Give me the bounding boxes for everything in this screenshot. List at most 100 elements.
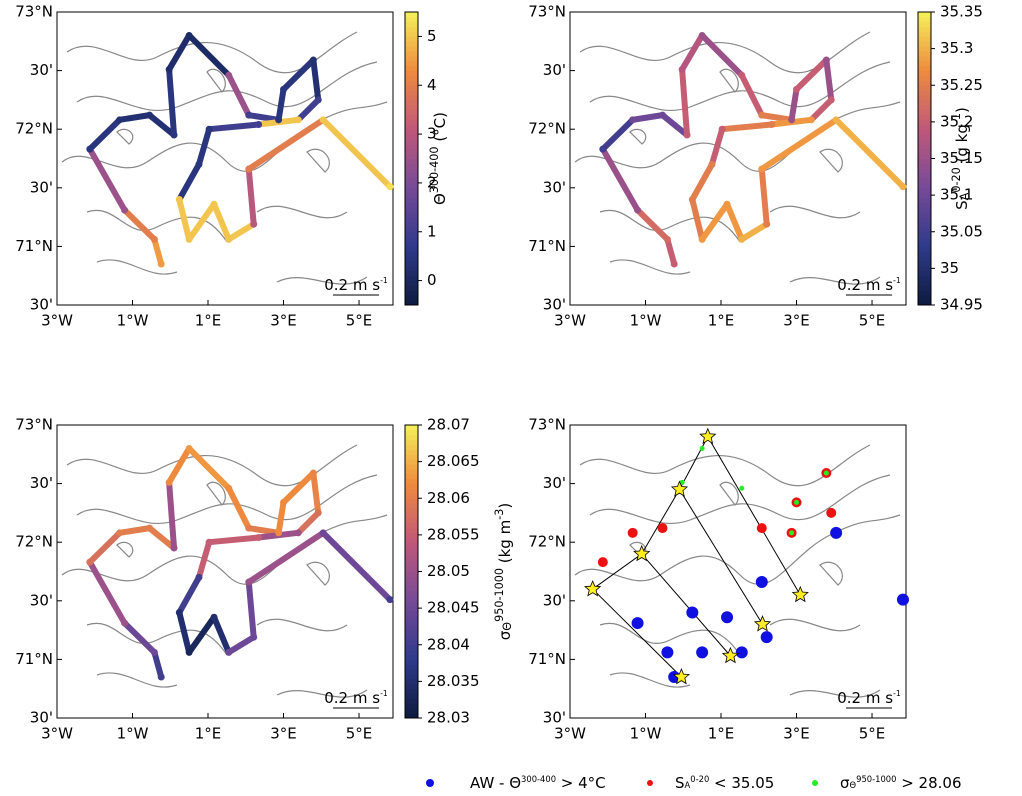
track-point <box>319 116 327 124</box>
colorbar-tick-label: 28.03 <box>427 709 470 727</box>
x-tick-label: 1°W <box>117 312 149 330</box>
class-point <box>657 523 668 534</box>
colorbar-step <box>405 576 418 582</box>
text-part: -1 <box>893 276 901 285</box>
colorbar-step <box>405 109 418 116</box>
colorbar-step <box>405 226 418 233</box>
track-segment <box>225 634 257 656</box>
text-part: < 35.05 <box>709 774 774 792</box>
class-point <box>789 530 795 536</box>
colorbar-step <box>918 119 931 125</box>
text-part: S <box>953 200 971 210</box>
section-line <box>707 436 801 596</box>
x-tick-label: 3°W <box>41 312 73 330</box>
colorbar-step <box>405 51 418 57</box>
x-tick-label: 3°E <box>270 725 297 743</box>
track-point <box>663 235 671 243</box>
colorbar-step <box>405 16 418 23</box>
track-segment <box>245 166 257 228</box>
track-point <box>175 609 183 617</box>
track-point <box>157 673 165 681</box>
track-point <box>280 85 288 93</box>
track-point <box>634 206 642 214</box>
class-point <box>794 499 800 505</box>
colorbar-step <box>918 31 931 37</box>
colorbar-step <box>405 547 418 553</box>
track-point <box>294 529 302 537</box>
y-tick-label: 30' <box>30 61 53 79</box>
colorbar-tick-label: 4 <box>427 76 437 94</box>
y-tick-label: 30' <box>30 474 53 492</box>
colorbar-step <box>405 683 418 690</box>
colorbar-step <box>405 212 418 218</box>
station-star <box>672 667 690 685</box>
track-point <box>822 56 830 64</box>
y-tick-label: 73°N <box>15 3 53 21</box>
colorbar-step <box>405 449 418 455</box>
colorbar-step <box>405 168 418 174</box>
track-point <box>121 206 129 214</box>
track-segment <box>166 445 193 486</box>
track-point <box>718 125 726 133</box>
colorbar-step <box>405 217 418 223</box>
y-tick-label: 72°N <box>15 120 53 138</box>
colorbar-step <box>405 129 418 135</box>
y-tick-label: 71°N <box>528 237 566 255</box>
station-star <box>584 580 602 597</box>
track-point <box>255 121 263 129</box>
track-point <box>758 165 766 173</box>
colorbar-step <box>405 46 418 52</box>
colorbar-step <box>405 600 418 607</box>
colorbar-step <box>405 75 418 81</box>
track-point <box>205 538 213 546</box>
x-tick-label: 1°W <box>630 312 662 330</box>
legend-marker <box>426 779 434 787</box>
colorbar-step <box>405 246 418 252</box>
text-part: -1 <box>380 689 388 698</box>
track-segment <box>166 479 178 552</box>
text-part: 0-20 <box>950 167 963 192</box>
colorbar-tick-label: 35.35 <box>940 3 983 21</box>
y-tick-label: 73°N <box>15 416 53 434</box>
track-point <box>319 529 327 537</box>
colorbar-step <box>405 586 418 592</box>
track-point <box>629 116 637 124</box>
track-segment <box>176 574 202 616</box>
legend-label: AW - Θ300-400 > 4°C <box>470 774 606 792</box>
colorbar-step <box>405 468 418 475</box>
colorbar-frame <box>404 11 419 306</box>
track-segment <box>225 221 257 243</box>
track-segment <box>211 201 232 243</box>
colorbar-step <box>918 90 931 96</box>
colorbar-step <box>918 246 931 252</box>
track-segment <box>738 72 765 119</box>
text-part: 0.2 m s <box>324 689 380 707</box>
colorbar-step <box>405 134 418 140</box>
colorbar-tick-label: 35.25 <box>940 76 983 94</box>
colorbar-step <box>918 241 931 247</box>
colorbar-step <box>405 207 418 213</box>
colorbar-step <box>918 256 931 262</box>
legend-marker <box>647 780 653 786</box>
colorbar-tick-label: 28.035 <box>427 672 480 690</box>
y-tick-label: 72°N <box>528 533 566 551</box>
colorbar-step <box>405 173 418 179</box>
text-part: 950-1000 <box>856 774 896 784</box>
colorbar-step <box>405 512 418 519</box>
colorbar-step <box>918 300 931 306</box>
map-frame <box>569 424 907 719</box>
colorbar-step <box>405 693 418 699</box>
track-segment <box>146 112 178 139</box>
class-point <box>826 507 837 518</box>
colorbar-step <box>405 143 418 150</box>
track-point <box>116 116 124 124</box>
colorbar-step <box>405 104 418 111</box>
colorbar-tick-label: 0 <box>427 271 437 289</box>
colorbar-step <box>405 12 418 18</box>
x-tick-label: 3°E <box>270 312 297 330</box>
text-part: > 28.06 <box>896 774 961 792</box>
colorbar-step <box>918 60 931 67</box>
y-tick-label: 72°N <box>528 120 566 138</box>
track-point <box>386 596 394 604</box>
